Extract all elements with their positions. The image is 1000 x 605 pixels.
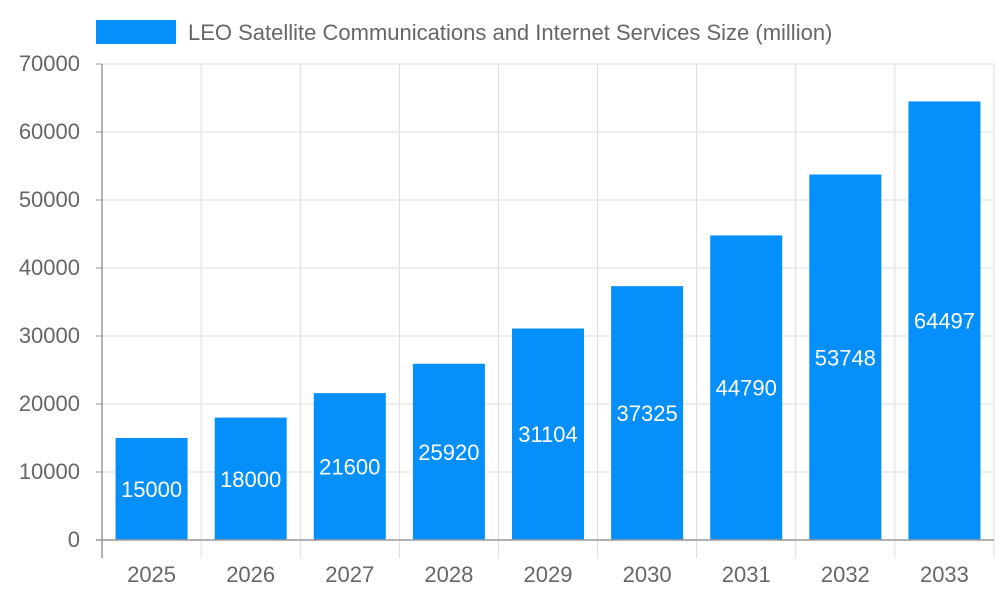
bar-2032	[809, 174, 882, 540]
data-label: 64497	[914, 309, 975, 334]
x-tick-label: 2025	[127, 562, 176, 587]
y-tick-label: 40000	[19, 255, 80, 280]
bar-2026	[214, 417, 287, 540]
y-tick-label: 20000	[19, 391, 80, 416]
bar-2028	[412, 363, 485, 540]
bar-2031	[710, 235, 783, 541]
x-tick-label: 2026	[226, 562, 275, 587]
bar-2030	[611, 286, 684, 540]
y-tick-label: 60000	[19, 119, 80, 144]
data-label: 31104	[518, 422, 578, 447]
x-tick-label: 2027	[325, 562, 374, 587]
data-label: 25920	[418, 440, 479, 465]
x-tick-label: 2031	[722, 562, 771, 587]
y-tick-label: 70000	[19, 51, 80, 76]
legend-swatch	[96, 20, 176, 44]
x-tick-label: 2030	[623, 562, 672, 587]
data-label: 21600	[319, 455, 380, 480]
data-label: 44790	[716, 376, 777, 401]
x-tick-label: 2029	[524, 562, 573, 587]
y-tick-label: 0	[68, 527, 80, 552]
y-tick-label: 50000	[19, 187, 80, 212]
bar-2033	[908, 101, 981, 540]
data-label: 18000	[220, 467, 281, 492]
bar-2025	[115, 438, 188, 540]
data-label: 53748	[815, 345, 876, 370]
x-tick-label: 2028	[424, 562, 473, 587]
data-label: 15000	[121, 477, 182, 502]
x-tick-label: 2033	[920, 562, 969, 587]
x-tick-label: 2032	[821, 562, 870, 587]
data-label: 37325	[617, 401, 678, 426]
bar-2029	[512, 328, 584, 540]
legend-label: LEO Satellite Communications and Interne…	[188, 20, 832, 45]
bar-2027	[313, 393, 386, 540]
y-tick-label: 10000	[19, 459, 80, 484]
y-tick-label: 30000	[19, 323, 80, 348]
